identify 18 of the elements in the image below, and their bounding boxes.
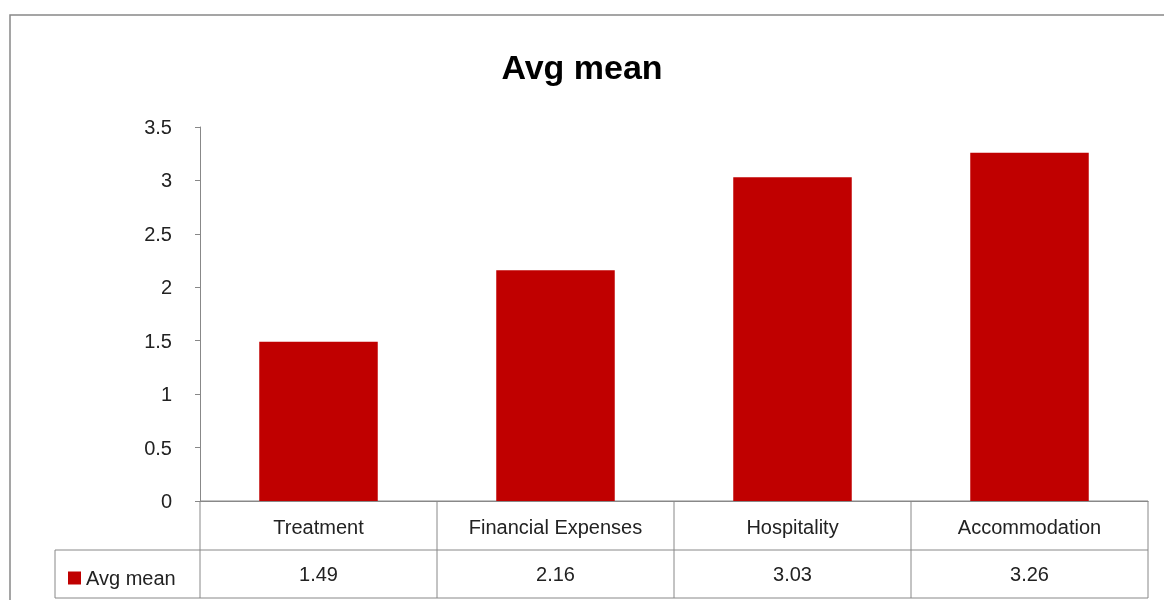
- y-tick-label: 2.5: [144, 222, 172, 245]
- x-tick-label: Financial Expenses: [468, 516, 643, 538]
- x-tick-label: Hospitality: [746, 516, 839, 538]
- chart-title: Avg mean: [501, 48, 663, 86]
- data-label: 3.26: [1010, 563, 1049, 585]
- y-tick-label: 2: [160, 276, 172, 299]
- data-label: 1.49: [299, 563, 338, 585]
- legend-label: Avg mean: [86, 567, 176, 589]
- y-tick-label: 1.5: [144, 329, 172, 352]
- y-tick-label: 3: [160, 169, 172, 192]
- x-tick-label: Treatment: [273, 516, 365, 538]
- data-label: 3.03: [773, 563, 812, 585]
- y-tick-label: 0.5: [144, 436, 172, 459]
- x-tick-label: Accommodation: [957, 516, 1102, 538]
- y-tick-label: 1: [160, 383, 172, 406]
- y-tick-label: 0: [160, 490, 172, 512]
- data-label: 2.16: [536, 563, 575, 585]
- y-tick-label: 3.5: [144, 116, 172, 138]
